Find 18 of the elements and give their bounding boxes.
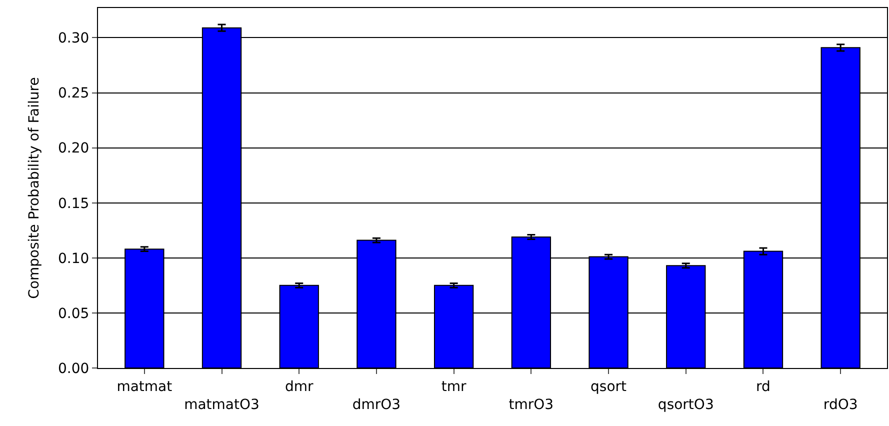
x-tick-label: qsort: [590, 378, 628, 395]
x-tick-label: matmat: [116, 378, 173, 395]
y-tick-label: 0.05: [58, 306, 90, 322]
x-tick-label: matmatO3: [184, 397, 260, 413]
x-tick-label: dmrO3: [352, 397, 401, 413]
x-tick-label: rd: [756, 378, 770, 395]
y-tick-label: 0.30: [58, 30, 90, 47]
x-tick-label: dmr: [284, 378, 314, 395]
y-tick-label: 0.25: [58, 86, 90, 102]
y-axis-title: Composite Probability of Failure: [26, 77, 43, 299]
x-tick-label: tmrO3: [508, 397, 554, 413]
y-tick-label: 0.20: [58, 140, 90, 157]
x-tick-label: tmr: [441, 378, 466, 395]
x-tick-label: qsortO3: [658, 397, 714, 413]
x-tick-label: rdO3: [823, 397, 858, 413]
y-tick-label: 0.15: [58, 196, 90, 212]
y-tick-label: 0.10: [58, 250, 90, 267]
y-tick-label: 0.00: [58, 360, 90, 377]
